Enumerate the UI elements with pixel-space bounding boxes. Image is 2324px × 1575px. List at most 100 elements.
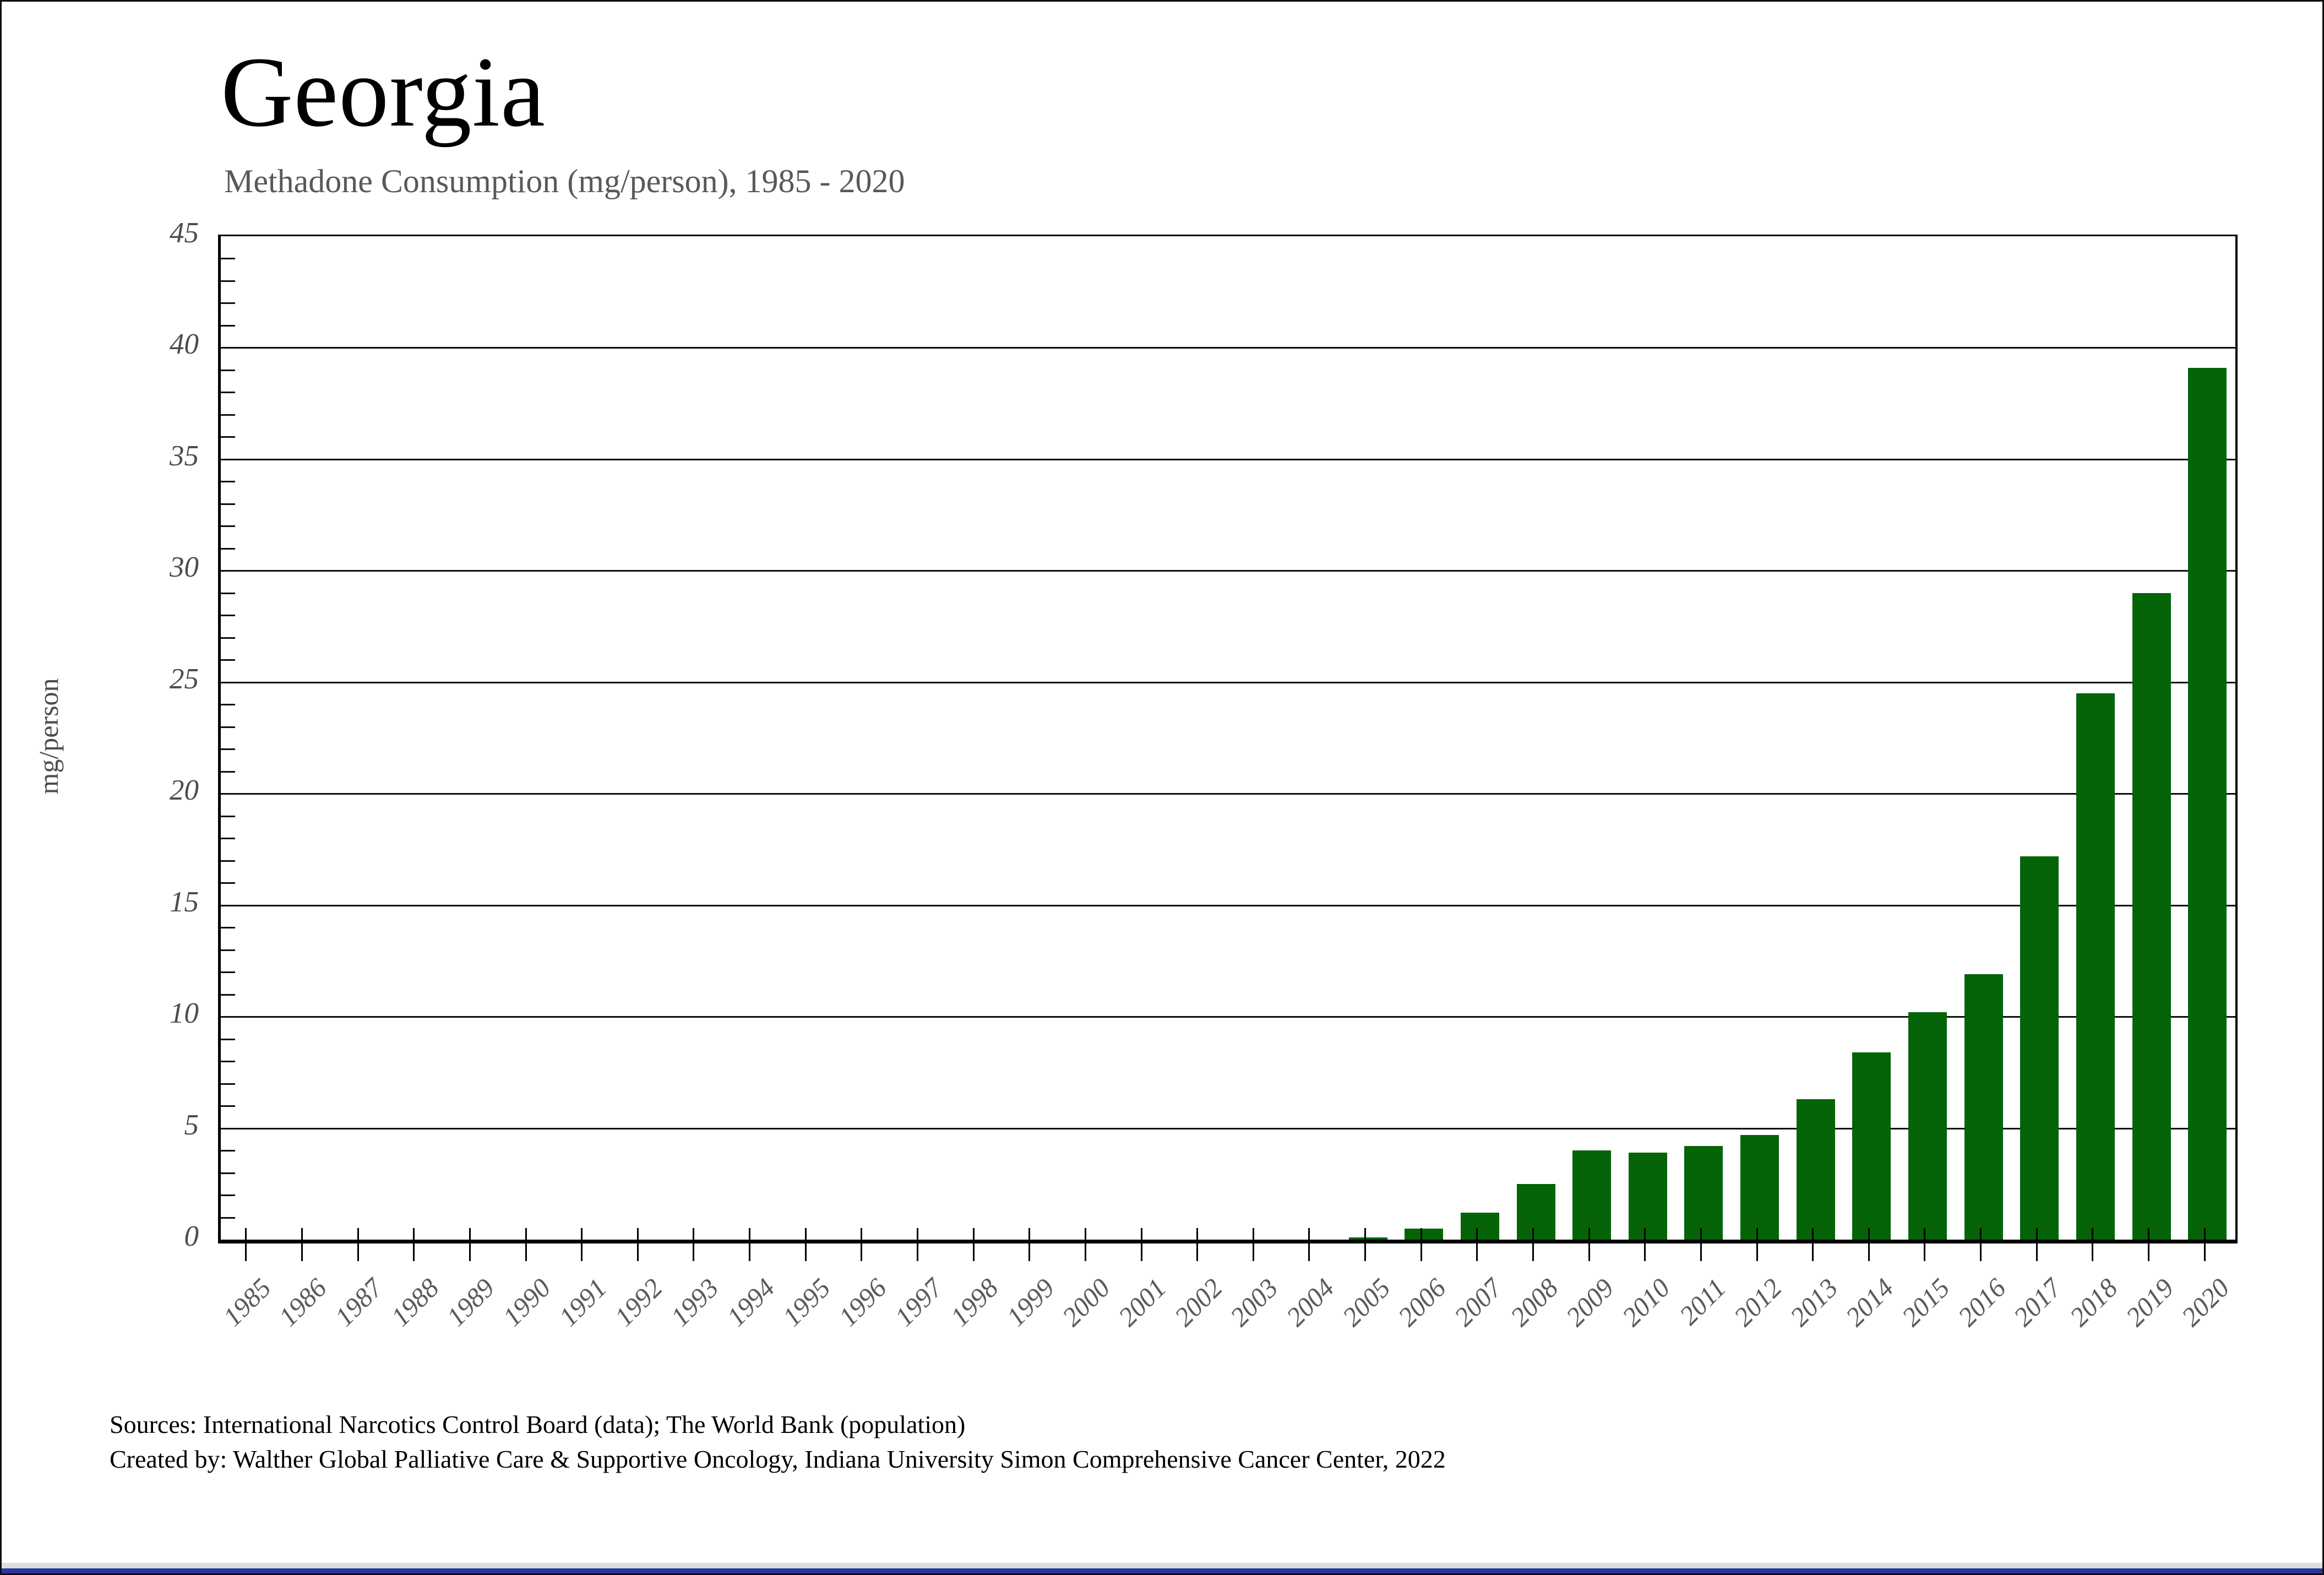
x-tick-label-1990: 1990 [497, 1272, 557, 1332]
x-tick-label-1985: 1985 [217, 1272, 277, 1332]
y-minor-tick [221, 436, 235, 438]
plot-area [218, 235, 2238, 1243]
bar-2017 [2020, 856, 2059, 1240]
x-tick-label-2013: 2013 [1784, 1272, 1844, 1332]
bar-2012 [1740, 1134, 1779, 1240]
y-tick-label-0: 0 [184, 1220, 199, 1252]
y-minor-tick [221, 1083, 235, 1085]
x-tick-label-1991: 1991 [553, 1272, 613, 1332]
x-tick-label-2015: 2015 [1896, 1272, 1956, 1332]
x-tick-2017 [2035, 1228, 2038, 1261]
x-tick-label-2004: 2004 [1280, 1272, 1340, 1332]
x-tick-label-2001: 2001 [1112, 1272, 1172, 1332]
x-tick-label-2002: 2002 [1168, 1272, 1228, 1332]
bar-2008 [1516, 1183, 1555, 1240]
x-tick-label-1998: 1998 [944, 1272, 1004, 1332]
x-tick-label-2000: 2000 [1056, 1272, 1117, 1332]
y-minor-tick [221, 1194, 235, 1197]
y-tick-label-45: 45 [170, 217, 199, 249]
x-tick-label-2017: 2017 [2007, 1272, 2067, 1332]
x-tick-label-1995: 1995 [776, 1272, 836, 1332]
x-tick-label-1993: 1993 [665, 1272, 725, 1332]
gridline-35 [221, 458, 2235, 460]
y-minor-tick [221, 525, 235, 528]
x-tick-2020 [2203, 1228, 2206, 1261]
bar-2019 [2132, 593, 2171, 1240]
x-tick-label-2016: 2016 [1952, 1272, 2012, 1332]
x-tick-label-2020: 2020 [2175, 1272, 2235, 1332]
y-minor-tick [221, 481, 235, 483]
x-tick-1993 [693, 1228, 695, 1261]
bar-2014 [1852, 1052, 1891, 1240]
x-tick-1986 [301, 1228, 303, 1261]
y-minor-tick [221, 770, 235, 773]
x-tick-label-1986: 1986 [273, 1272, 333, 1332]
bar-2015 [1908, 1012, 1947, 1240]
x-tick-1987 [357, 1228, 359, 1261]
x-tick-2000 [1084, 1228, 1086, 1261]
bar-2007 [1460, 1213, 1499, 1240]
y-minor-tick [221, 637, 235, 639]
y-minor-tick [221, 993, 235, 996]
x-tick-1995 [804, 1228, 807, 1261]
y-minor-tick [221, 838, 235, 840]
y-minor-tick [221, 659, 235, 661]
y-minor-tick [221, 704, 235, 706]
x-tick-label-2014: 2014 [1839, 1272, 1900, 1332]
bar-2010 [1628, 1153, 1667, 1240]
y-minor-tick [221, 882, 235, 884]
x-tick-label-2019: 2019 [2119, 1272, 2180, 1332]
x-tick-label-1999: 1999 [1000, 1272, 1060, 1332]
y-minor-tick [221, 1061, 235, 1063]
x-tick-2008 [1532, 1228, 1534, 1261]
x-tick-2005 [1364, 1228, 1367, 1261]
x-tick-label-2012: 2012 [1728, 1272, 1788, 1332]
x-tick-label-2018: 2018 [2064, 1272, 2124, 1332]
bar-2011 [1684, 1145, 1723, 1240]
y-minor-tick [221, 280, 235, 282]
x-tick-1994 [749, 1228, 751, 1261]
y-minor-tick [221, 547, 235, 550]
x-tick-1998 [972, 1228, 975, 1261]
x-tick-2014 [1868, 1228, 1870, 1261]
y-minor-tick [221, 1172, 235, 1174]
x-tick-label-2009: 2009 [1560, 1272, 1620, 1332]
x-tick-2018 [2092, 1228, 2094, 1261]
bottom-gray-strip [2, 1563, 2322, 1568]
x-tick-label-1992: 1992 [608, 1272, 668, 1332]
y-minor-tick [221, 1216, 235, 1219]
y-minor-tick [221, 592, 235, 594]
bar-2016 [1964, 974, 2003, 1240]
source-line: Sources: International Narcotics Control… [110, 1410, 966, 1438]
x-tick-1992 [636, 1228, 639, 1261]
gridline-20 [221, 793, 2235, 795]
x-tick-label-2005: 2005 [1336, 1272, 1396, 1332]
x-tick-1996 [861, 1228, 863, 1261]
y-minor-tick [221, 971, 235, 974]
x-tick-1991 [581, 1228, 583, 1261]
x-tick-2006 [1420, 1228, 1422, 1261]
bar-2006 [1405, 1228, 1444, 1240]
x-tick-2003 [1252, 1228, 1254, 1261]
y-tick-label-35: 35 [170, 439, 199, 472]
y-minor-tick [221, 302, 235, 305]
bar-2005 [1348, 1237, 1387, 1240]
gridline-30 [221, 570, 2235, 572]
gridline-25 [221, 681, 2235, 683]
y-minor-tick [221, 615, 235, 617]
x-tick-2002 [1196, 1228, 1199, 1261]
chart-subtitle: Methadone Consumption (mg/person), 1985 … [224, 163, 905, 199]
x-tick-label-1996: 1996 [832, 1272, 892, 1332]
y-minor-tick [221, 392, 235, 394]
y-tick-label-5: 5 [184, 1109, 199, 1141]
y-minor-tick [221, 324, 235, 327]
x-tick-label-1994: 1994 [720, 1272, 781, 1332]
x-tick-label-1988: 1988 [385, 1272, 445, 1332]
x-tick-label-1987: 1987 [329, 1272, 389, 1332]
x-tick-2013 [1812, 1228, 1814, 1261]
gridline-10 [221, 1016, 2235, 1018]
x-tick-label-1989: 1989 [440, 1272, 500, 1332]
y-tick-label-10: 10 [170, 997, 199, 1030]
x-tick-2001 [1140, 1228, 1142, 1261]
gridline-15 [221, 904, 2235, 906]
